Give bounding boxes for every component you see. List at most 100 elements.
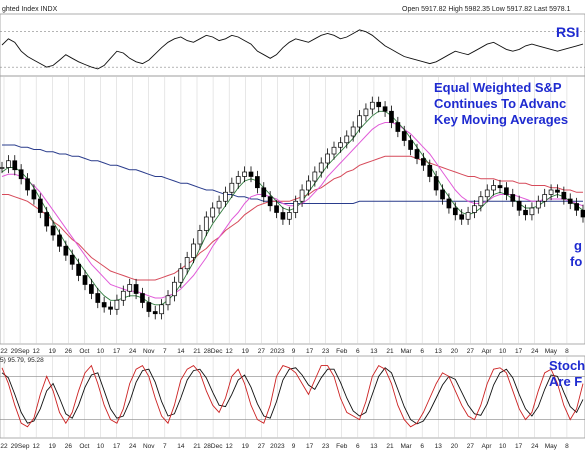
candle-body: [567, 198, 573, 204]
rsi-panel: [0, 29, 585, 70]
candle-body: [484, 189, 490, 198]
main-title-line-3: Key Moving Averages: [434, 112, 569, 127]
x-tick-label: 24: [129, 443, 137, 450]
candle-body: [152, 311, 158, 315]
x-tick-label: 20: [451, 348, 459, 355]
candle-body: [114, 299, 120, 310]
candle-body: [548, 189, 554, 195]
x-tick-label: 23: [322, 443, 330, 450]
x-tick-label: Feb: [336, 348, 348, 355]
candle-body: [223, 191, 228, 202]
x-tick-label: 28Dec: [204, 443, 224, 450]
candle-body: [63, 245, 69, 256]
x-tick-label: 24: [129, 348, 137, 355]
x-tick-label: 21: [193, 348, 201, 355]
x-tick-label: Feb: [336, 443, 348, 450]
candle-body: [350, 126, 356, 137]
main-title-line-1: Equal Weighted S&P: [434, 80, 562, 95]
ma-mid-line: [1, 122, 584, 299]
grid-lines: [3, 76, 568, 438]
candle-body: [293, 200, 299, 213]
candle-body: [312, 171, 318, 182]
x-tick-label: 2023: [270, 443, 285, 450]
x-tick-label: 6: [420, 443, 424, 450]
candle-body: [76, 263, 81, 276]
stoch-line-2: Are F: [549, 374, 583, 389]
stoch-legend: 5) 95.79, 95.28: [0, 357, 44, 364]
candle-body: [44, 212, 50, 227]
candle-body: [286, 212, 292, 220]
x-tick-label: 12: [226, 443, 234, 450]
candle-body: [414, 149, 420, 159]
candle-body: [421, 158, 426, 166]
candle-body: [18, 169, 24, 180]
candle-body: [446, 198, 452, 209]
x-tick-label: 21: [386, 443, 394, 450]
candle-body: [382, 106, 388, 112]
candle-body: [535, 200, 541, 209]
x-tick-label: 2023: [270, 348, 285, 355]
stoch-line-1: Stoch: [549, 358, 585, 373]
x-tick-label: 22: [0, 348, 8, 355]
candle-body: [140, 293, 145, 303]
rsi-line: [1, 29, 584, 70]
candle-body: [369, 101, 375, 110]
candle-body: [491, 185, 496, 191]
candle-body: [427, 164, 433, 177]
candle-body: [82, 275, 88, 285]
x-tick-label: 27: [467, 348, 475, 355]
x-tick-label: 17: [306, 348, 314, 355]
x-tick-label: Oct: [79, 348, 89, 355]
x-tick-label: 27: [258, 348, 266, 355]
candle-body: [12, 160, 18, 171]
candle-body: [261, 187, 267, 198]
candle-body: [401, 131, 407, 141]
candle-body: [25, 178, 30, 191]
x-axis-labels-stoch: 22 29Sep 12 19 26 Oct 10 17 24 Nov 7 14 21 28Dec 12 19 2…: [0, 443, 569, 450]
candle-body: [69, 254, 75, 265]
candle-body: [6, 160, 11, 168]
x-tick-label: 17: [306, 443, 314, 450]
panel-borders: [0, 13, 585, 439]
candle-body: [210, 207, 216, 218]
x-tick-label: 12: [33, 348, 41, 355]
chart-symbol-label: ghted Index INDX: [2, 6, 58, 13]
candle-body: [108, 306, 113, 310]
candle-body: [178, 268, 184, 283]
candle-body: [318, 162, 324, 173]
candle-body: [216, 200, 222, 209]
candle-body: [172, 281, 177, 297]
candle-body: [555, 189, 560, 193]
stochastic-panel: [0, 364, 585, 428]
x-tick-label: 6: [356, 443, 360, 450]
candle-body: [306, 180, 311, 191]
x-tick-label: 10: [97, 443, 105, 450]
x-tick-label: 24: [531, 443, 539, 450]
rsi-annotation: RSI: [556, 24, 580, 40]
x-tick-label: 12: [226, 348, 234, 355]
candle-body: [31, 189, 37, 200]
candle-body: [529, 207, 535, 216]
candle-body: [255, 176, 260, 189]
x-axis-labels-price: 22 29Sep 12 19 26 Oct 10 17 24 Nov 7 14 21 28Dec 12 19 2…: [0, 348, 569, 355]
candle-body: [197, 230, 203, 245]
candle-body: [338, 142, 343, 148]
candle-body: [299, 189, 305, 202]
candle-body: [510, 194, 516, 202]
candle-body: [325, 153, 330, 164]
candle-body: [408, 140, 413, 150]
x-tick-label: Nov: [143, 348, 155, 355]
candle-body: [146, 302, 152, 312]
candle-body: [363, 108, 369, 117]
candle-body: [229, 182, 235, 193]
candle-body: [95, 293, 101, 303]
candle-body: [478, 196, 484, 207]
x-tick-label: 14: [177, 443, 185, 450]
stoch-annotation: Stoch Are F: [549, 358, 585, 390]
x-tick-label: 7: [163, 443, 167, 450]
x-tick-label: 10: [97, 348, 105, 355]
x-tick-label: 10: [499, 443, 507, 450]
x-tick-label: 29Sep: [11, 348, 30, 355]
x-tick-label: 8: [565, 443, 569, 450]
